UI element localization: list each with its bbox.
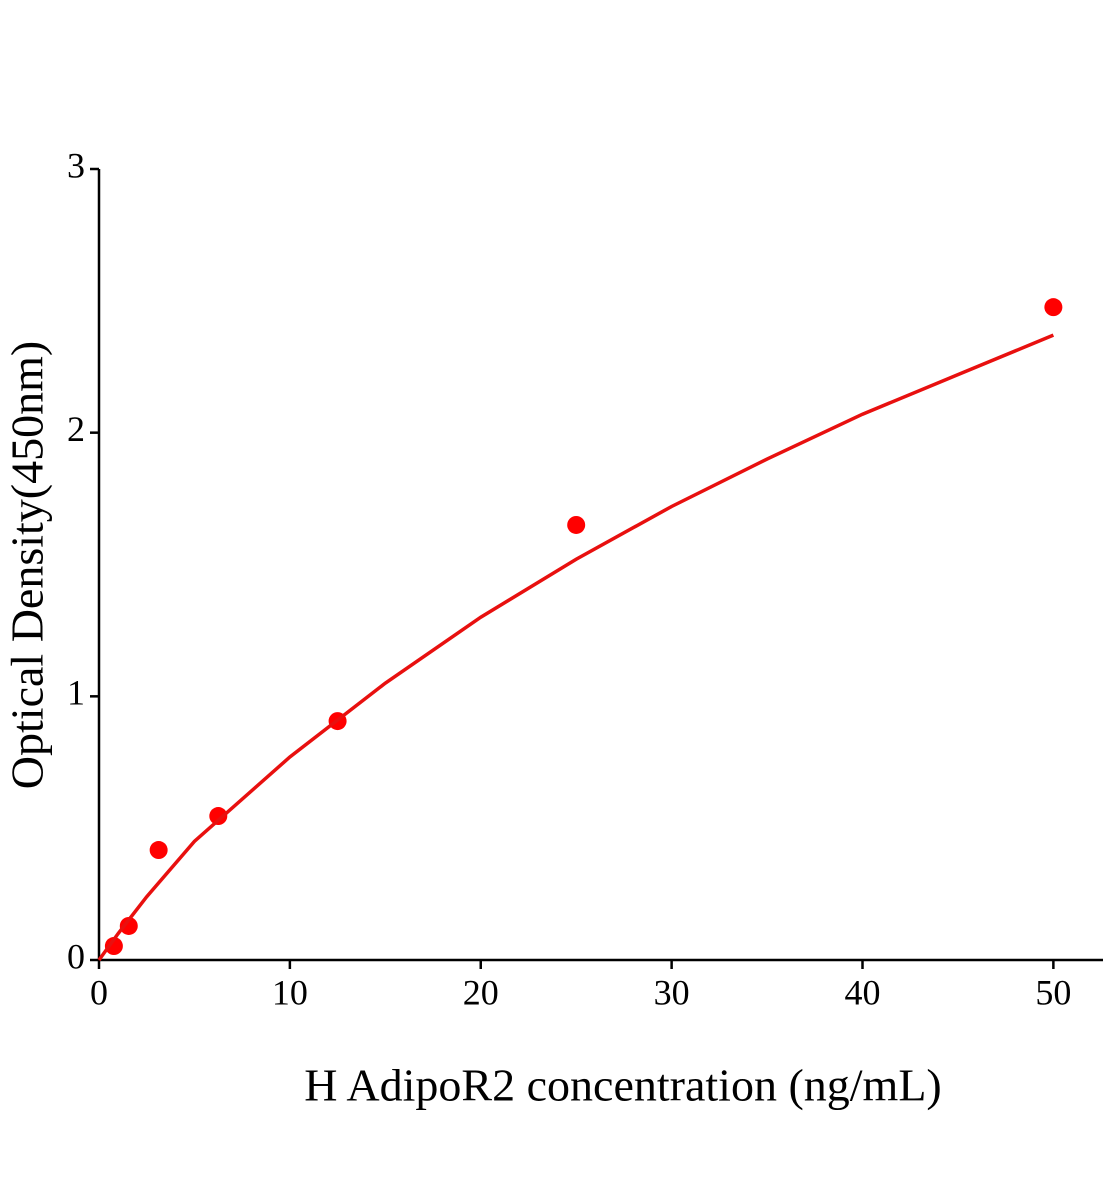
fit-curve: [97, 333, 1055, 962]
data-point: [567, 515, 586, 534]
data-point: [149, 841, 168, 860]
y-tick-label: 3: [67, 145, 85, 185]
data-point: [104, 937, 123, 956]
y-axis-label: Optical Density(450nm): [2, 341, 53, 789]
x-tick-label: 50: [1035, 972, 1071, 1012]
y-tick-label: 1: [67, 673, 85, 713]
x-tick-label: 0: [90, 972, 108, 1012]
data-point: [209, 807, 228, 826]
x-axis-label: H AdipoR2 concentration (ng/mL): [304, 1060, 942, 1111]
y-tick-label: 0: [67, 936, 85, 976]
x-tick-label: 10: [272, 972, 308, 1012]
y-tick-label: 2: [67, 409, 85, 449]
x-tick-label: 30: [654, 972, 690, 1012]
x-tick-label: 20: [463, 972, 499, 1012]
x-tick-label: 40: [844, 972, 880, 1012]
data-point: [119, 916, 138, 935]
data-point: [1044, 298, 1063, 317]
